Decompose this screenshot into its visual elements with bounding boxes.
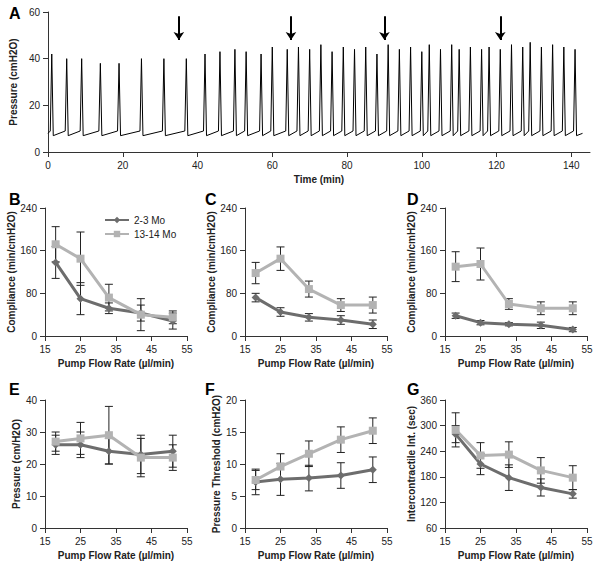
svg-text:55: 55 (181, 536, 193, 547)
svg-text:E: E (9, 381, 20, 398)
svg-text:45: 45 (546, 344, 558, 355)
svg-text:0: 0 (231, 523, 237, 534)
svg-text:35: 35 (110, 344, 122, 355)
svg-text:20: 20 (226, 395, 238, 406)
svg-text:Pump Flow Rate (µl/min): Pump Flow Rate (µl/min) (58, 550, 174, 561)
svg-text:Pump Flow Rate (µl/min): Pump Flow Rate (µl/min) (458, 358, 574, 369)
svg-text:Compliance (min/cmH2O): Compliance (min/cmH2O) (206, 211, 217, 333)
svg-text:13-14 Mo: 13-14 Mo (134, 229, 177, 240)
svg-text:240: 240 (420, 203, 437, 214)
svg-text:35: 35 (310, 536, 322, 547)
svg-text:240: 240 (20, 203, 37, 214)
svg-text:25: 25 (275, 344, 287, 355)
svg-text:45: 45 (546, 536, 558, 547)
svg-text:55: 55 (581, 536, 593, 547)
svg-text:10: 10 (26, 491, 38, 502)
svg-text:360: 360 (420, 395, 437, 406)
svg-text:Pump Flow Rate (µl/min): Pump Flow Rate (µl/min) (258, 358, 374, 369)
svg-text:35: 35 (510, 536, 522, 547)
svg-text:0: 0 (231, 331, 237, 342)
svg-text:30: 30 (26, 427, 38, 438)
svg-text:Pump Flow Rate (µl/min): Pump Flow Rate (µl/min) (258, 550, 374, 561)
svg-text:35: 35 (310, 344, 322, 355)
svg-text:80: 80 (341, 160, 353, 171)
svg-text:0: 0 (431, 331, 437, 342)
svg-text:80: 80 (226, 288, 238, 299)
svg-text:15: 15 (239, 536, 251, 547)
svg-text:120: 120 (420, 497, 437, 508)
svg-text:120: 120 (488, 160, 505, 171)
svg-text:Compliance (min/cmH2O): Compliance (min/cmH2O) (6, 211, 17, 333)
svg-text:Pressure (cm/H2O): Pressure (cm/H2O) (11, 419, 22, 509)
svg-text:55: 55 (581, 344, 593, 355)
svg-text:160: 160 (20, 245, 37, 256)
svg-text:55: 55 (381, 536, 393, 547)
svg-text:80: 80 (426, 288, 438, 299)
svg-text:60: 60 (426, 523, 438, 534)
svg-text:F: F (205, 381, 215, 398)
svg-text:Pump Flow Rate (µl/min): Pump Flow Rate (µl/min) (58, 358, 174, 369)
svg-text:25: 25 (75, 536, 87, 547)
svg-text:45: 45 (146, 344, 158, 355)
svg-text:25: 25 (475, 344, 487, 355)
svg-text:25: 25 (475, 536, 487, 547)
svg-text:180: 180 (420, 471, 437, 482)
svg-text:160: 160 (420, 245, 437, 256)
svg-text:B: B (9, 191, 21, 208)
svg-text:Pressure Threshold (cmH2O): Pressure Threshold (cmH2O) (211, 395, 222, 533)
svg-text:15: 15 (439, 536, 451, 547)
svg-text:20: 20 (29, 100, 41, 111)
svg-text:Compliance (min/cmH2O): Compliance (min/cmH2O) (406, 211, 417, 333)
svg-text:0: 0 (34, 147, 40, 158)
svg-text:25: 25 (275, 536, 287, 547)
svg-text:5: 5 (231, 491, 237, 502)
svg-text:45: 45 (346, 344, 358, 355)
svg-text:15: 15 (39, 344, 51, 355)
svg-text:160: 160 (220, 245, 237, 256)
svg-text:80: 80 (26, 288, 38, 299)
svg-text:40: 40 (29, 53, 41, 64)
svg-text:0: 0 (45, 160, 51, 171)
svg-text:40: 40 (26, 395, 38, 406)
svg-text:55: 55 (381, 344, 393, 355)
svg-text:240: 240 (220, 203, 237, 214)
svg-text:15: 15 (226, 427, 238, 438)
svg-text:10: 10 (226, 459, 238, 470)
svg-text:55: 55 (181, 344, 193, 355)
svg-text:0: 0 (31, 331, 37, 342)
svg-text:35: 35 (510, 344, 522, 355)
svg-text:Intercontractile Int. (sec): Intercontractile Int. (sec) (406, 406, 417, 522)
svg-text:25: 25 (75, 344, 87, 355)
svg-text:15: 15 (439, 344, 451, 355)
svg-text:0: 0 (31, 523, 37, 534)
svg-text:D: D (407, 191, 419, 208)
svg-text:G: G (407, 381, 419, 398)
svg-text:35: 35 (110, 536, 122, 547)
svg-text:Pump Flow Rate (µl/min): Pump Flow Rate (µl/min) (458, 550, 574, 561)
svg-text:Pressure (cmH2O): Pressure (cmH2O) (8, 38, 19, 125)
svg-text:240: 240 (420, 446, 437, 457)
svg-text:C: C (205, 191, 217, 208)
svg-text:2-3 Mo: 2-3 Mo (134, 215, 166, 226)
svg-text:45: 45 (146, 536, 158, 547)
svg-text:60: 60 (267, 160, 279, 171)
svg-text:300: 300 (420, 420, 437, 431)
svg-text:100: 100 (413, 160, 430, 171)
svg-text:45: 45 (346, 536, 358, 547)
svg-text:15: 15 (39, 536, 51, 547)
svg-text:140: 140 (563, 160, 580, 171)
svg-text:Time (min): Time (min) (294, 174, 344, 185)
svg-text:60: 60 (29, 7, 41, 18)
svg-text:20: 20 (117, 160, 129, 171)
svg-text:A: A (9, 5, 21, 22)
svg-text:20: 20 (26, 459, 38, 470)
svg-text:40: 40 (192, 160, 204, 171)
svg-text:15: 15 (239, 344, 251, 355)
